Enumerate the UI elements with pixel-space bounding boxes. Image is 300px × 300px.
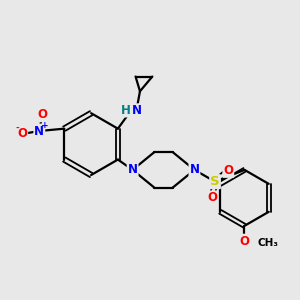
Text: O: O <box>17 128 27 140</box>
Text: H: H <box>121 104 131 117</box>
Text: N: N <box>34 124 44 137</box>
Text: CH₃: CH₃ <box>258 238 279 248</box>
Text: O: O <box>239 235 250 248</box>
Text: +: + <box>41 121 49 130</box>
Text: N: N <box>189 164 200 176</box>
Text: O: O <box>207 191 217 204</box>
Text: N: N <box>128 164 138 176</box>
Text: O: O <box>223 164 233 177</box>
Text: S: S <box>210 175 220 188</box>
Text: -: - <box>15 124 19 133</box>
Text: N: N <box>131 104 141 117</box>
Text: O: O <box>37 108 47 121</box>
